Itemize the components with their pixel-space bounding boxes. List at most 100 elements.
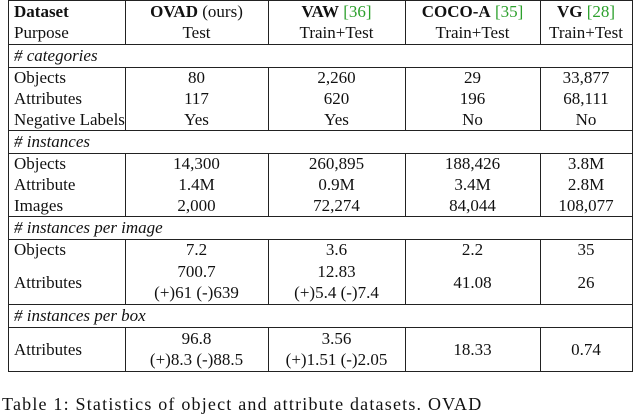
column-rule bbox=[8, 153, 9, 216]
row-label: Attribute bbox=[14, 175, 76, 194]
cell-value: 117 bbox=[184, 89, 209, 108]
dataset-title: COCO-A bbox=[421, 2, 491, 21]
column-rule bbox=[8, 67, 9, 130]
column-rule bbox=[8, 216, 9, 239]
cell-value: 196 bbox=[459, 89, 486, 108]
cell-value: Yes bbox=[184, 110, 209, 129]
cell-value: 620 bbox=[323, 89, 350, 108]
column-rule bbox=[8, 130, 9, 153]
cell-value: 700.7 bbox=[177, 262, 216, 281]
column-rule bbox=[540, 0, 541, 44]
row-label: Attributes bbox=[14, 89, 82, 108]
rule bbox=[8, 153, 633, 154]
row-label: Negative Labels bbox=[14, 110, 125, 129]
cell-value: (+)61 (-)639 bbox=[154, 283, 239, 302]
column-rule bbox=[540, 239, 541, 304]
cell-value: 7.2 bbox=[185, 240, 208, 259]
rule bbox=[8, 130, 633, 131]
row-label: Images bbox=[14, 196, 64, 215]
cell-value: Yes bbox=[324, 110, 349, 129]
cell-value: (+)1.51 (-)2.05 bbox=[285, 350, 388, 369]
column-rule bbox=[632, 304, 633, 327]
row-label: Objects bbox=[14, 154, 66, 173]
column-rule bbox=[268, 153, 269, 216]
dataset-purpose: Train+Test bbox=[549, 23, 623, 42]
cell-value: 12.83 bbox=[317, 262, 356, 281]
column-rule bbox=[125, 67, 126, 130]
citation: [36] bbox=[343, 2, 372, 21]
citation: [28] bbox=[586, 2, 616, 21]
column-rule bbox=[632, 239, 633, 304]
dataset-note: (ours) bbox=[202, 2, 243, 21]
cell-value: 3.4M bbox=[454, 175, 491, 194]
dataset-purpose: Train+Test bbox=[435, 23, 510, 42]
column-rule bbox=[8, 327, 9, 371]
cell-value: 108,077 bbox=[558, 196, 614, 215]
column-rule bbox=[632, 153, 633, 216]
cell-value: 41.08 bbox=[453, 272, 492, 292]
column-rule bbox=[632, 44, 633, 67]
column-rule bbox=[125, 153, 126, 216]
cell-value: 18.33 bbox=[453, 339, 492, 359]
cell-value: 29 bbox=[464, 68, 481, 87]
column-rule bbox=[268, 0, 269, 44]
stats-table: Dataset Purpose OVAD (ours) Test VAW [36] Tra… bbox=[8, 0, 633, 372]
dataset-name: OVAD (ours) bbox=[125, 1, 268, 22]
dataset-name: VG [28] bbox=[540, 1, 632, 22]
cell-value: 2.8M bbox=[567, 175, 605, 194]
cell-value: No bbox=[462, 110, 483, 129]
cell-value: 80 bbox=[188, 68, 205, 87]
column-rule bbox=[405, 0, 406, 44]
rule bbox=[8, 371, 633, 372]
section-title: # instances per image bbox=[14, 218, 163, 237]
row-label: Objects bbox=[14, 68, 66, 87]
row-label: Objects bbox=[14, 240, 66, 259]
row-label: Attributes bbox=[14, 272, 82, 292]
column-rule bbox=[268, 67, 269, 130]
column-rule bbox=[125, 327, 126, 371]
citation: [35] bbox=[494, 2, 524, 21]
column-rule bbox=[8, 44, 9, 67]
cell-value: 96.8 bbox=[181, 329, 212, 348]
rule bbox=[8, 304, 633, 305]
cell-value: 3.8M bbox=[567, 154, 605, 173]
dataset-purpose: Test bbox=[182, 23, 211, 42]
section-title: # instances per box bbox=[14, 306, 146, 325]
cell-value: 72,274 bbox=[313, 196, 360, 215]
column-rule bbox=[8, 239, 9, 304]
cell-value: 188,426 bbox=[444, 154, 501, 173]
column-rule bbox=[632, 216, 633, 239]
rule bbox=[8, 0, 633, 1]
column-rule bbox=[540, 153, 541, 216]
cell-value: 0.74 bbox=[571, 339, 601, 359]
cell-value: (+)5.4 (-)7.4 bbox=[294, 283, 379, 302]
dataset-name: COCO-A [35] bbox=[405, 1, 540, 22]
section-title: # instances bbox=[14, 132, 91, 151]
header-label: Dataset bbox=[14, 2, 69, 21]
column-rule bbox=[632, 327, 633, 371]
cell-value: 2,260 bbox=[317, 68, 356, 87]
dataset-title: VG bbox=[556, 2, 583, 21]
column-rule bbox=[268, 239, 269, 304]
column-rule bbox=[405, 327, 406, 371]
dataset-title: VAW bbox=[301, 2, 339, 21]
cell-value: 2,000 bbox=[177, 196, 216, 215]
cell-value: 260,895 bbox=[308, 154, 365, 173]
rule bbox=[8, 327, 633, 328]
rule bbox=[8, 239, 633, 240]
cell-value: 3.56 bbox=[321, 329, 352, 348]
column-rule bbox=[405, 67, 406, 130]
dataset-name: VAW [36] bbox=[268, 1, 405, 22]
cell-value: No bbox=[575, 110, 597, 129]
column-rule bbox=[125, 239, 126, 304]
column-rule bbox=[405, 239, 406, 304]
column-rule bbox=[540, 67, 541, 130]
rule bbox=[8, 44, 633, 45]
column-rule bbox=[632, 0, 633, 44]
section-title: # categories bbox=[14, 46, 98, 65]
dataset-purpose: Train+Test bbox=[299, 23, 374, 42]
column-rule bbox=[632, 67, 633, 130]
cell-value: 3.6 bbox=[325, 240, 348, 259]
dataset-title: OVAD bbox=[150, 2, 198, 21]
